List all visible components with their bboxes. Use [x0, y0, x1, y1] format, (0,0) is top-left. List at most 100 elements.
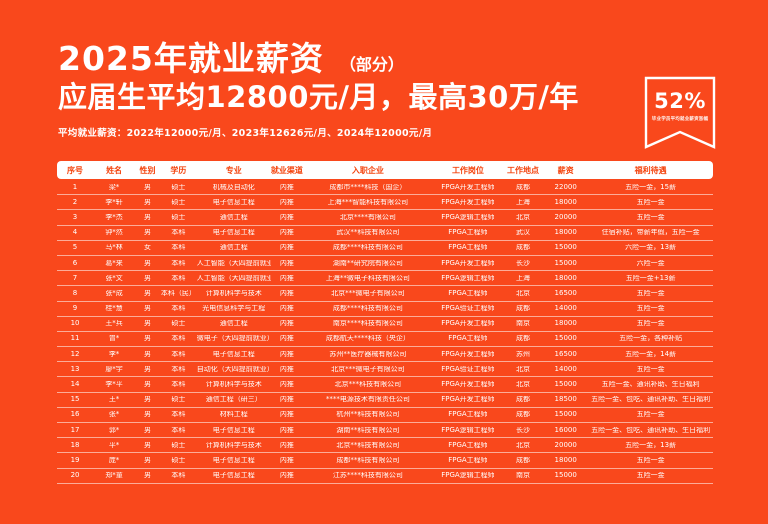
table-cell: 计算机科学与技术 [205, 289, 262, 297]
table-cell: 北京 [516, 289, 531, 297]
table-cell: 南京 [516, 320, 531, 328]
table-cell: 4 [72, 229, 78, 237]
table-cell: 电子信息工程 [212, 350, 255, 358]
table-cell: 本科 [171, 381, 186, 389]
table-cell: 17 [70, 426, 80, 434]
table-cell: 五险一金 [636, 198, 665, 206]
column-header: 工作地点 [507, 165, 540, 175]
table-cell: 本科 [171, 274, 186, 282]
table-cell: 硕士 [171, 213, 186, 221]
table-cell: 15000 [554, 335, 577, 343]
table-row: 18 平* 男 硕士 计算机科学与技术 内推 北京**科技有限公司 FPGA工程师 北京 2000… [57, 438, 713, 454]
table-cell: 光电信息科学与工程 [202, 305, 266, 313]
table-cell: FPGA工程师 [448, 335, 488, 343]
table-cell: 成都 [516, 411, 531, 419]
table-cell: 硕士 [171, 441, 186, 449]
table-cell: 内推 [279, 396, 294, 404]
table-cell: FPGA逻辑工程师 [441, 274, 495, 282]
table-cell: 苏州**医疗器械有限公司 [329, 350, 407, 358]
table-cell: 微电子（大四提前就业） [196, 335, 271, 343]
table-cell: 成都 [516, 456, 531, 464]
table-cell: 15000 [554, 244, 577, 252]
table-cell: 计算机科学与技术 [205, 381, 262, 389]
table-cell: 15000 [554, 411, 577, 419]
table-cell: 江苏****科技有限公司 [332, 472, 403, 480]
table-row: 3 李*杰 男 硕士 通信工程 内推 北京****有限公司 FPGA逻辑工程师 北京 20000 五… [57, 210, 713, 226]
poster-header: 2025年就业薪资 （部分） 应届生平均12800元/月，最高30万/年 平均就… [58, 41, 579, 138]
table-cell: FPGA工程师 [448, 289, 488, 297]
table-cell: 20 [70, 472, 80, 480]
table-cell: 张*文 [105, 274, 123, 282]
table-cell: 五险一金 [636, 365, 665, 373]
table-cell: 本科 [171, 365, 186, 373]
table-cell: 男 [144, 472, 151, 480]
table-cell: 李* [108, 350, 120, 358]
column-header: 薪资 [557, 165, 574, 175]
table-cell: 13 [70, 365, 80, 373]
salary-table: 序号 姓名 性别 学历 专业 就业渠道 入职企业 工作岗位 工作地点 薪资 福利待遇 1 梁* 男硕士机… [57, 161, 713, 484]
column-header: 学历 [170, 165, 187, 175]
table-row: 10 王*兵 男 硕士 通信工程 内推 南京****科技有限公司 FPGA开发工程师 南京 180… [57, 317, 713, 332]
table-cell: 电子信息工程 [212, 456, 255, 464]
table-cell: 五险一金 [636, 213, 665, 221]
table-cell: 15000 [554, 381, 577, 389]
table-cell: 18500 [554, 396, 577, 404]
table-cell: 硕士 [171, 198, 186, 206]
table-cell: 内推 [279, 456, 294, 464]
table-cell: 苏州 [516, 350, 531, 358]
table-cell: 北京***科技有限公司 [334, 381, 402, 389]
table-cell: 内推 [279, 381, 294, 389]
table-cell: 武汉 [516, 229, 531, 237]
table-row: 7 张*文 男 本科 人工智能（大四提前就业） 内推 上海**微电子科技有限公司 FPGA逻辑… [57, 271, 713, 287]
table-cell: 15000 [554, 472, 577, 480]
table-cell: 武汉**科技有限公司 [336, 229, 400, 237]
percentage-ribbon-badge: 52% 毕业学员平均就业薪资涨幅 [644, 76, 716, 150]
table-cell: 五险一金 [636, 289, 665, 297]
table-cell: 六险一金，13薪 [625, 244, 677, 252]
table-cell: 22000 [554, 183, 577, 191]
table-row: 11 曾* 男 本科 微电子（大四提前就业） 内推 成都航天****科技（央企） FPGA工程… [57, 332, 713, 348]
table-cell: 五险一金 [636, 456, 665, 464]
table-cell: 男 [144, 274, 151, 282]
table-cell: FPGA逻辑工程师 [441, 213, 495, 221]
table-cell: 男 [144, 381, 151, 389]
table-cell: 男 [144, 456, 151, 464]
table-cell: 马*林 [105, 244, 123, 252]
table-cell: 王*兵 [105, 320, 123, 328]
table-cell: 张* [108, 411, 120, 419]
table-cell: 男 [144, 350, 151, 358]
table-cell: 内推 [279, 426, 294, 434]
table-cell: FPGA开发工程师 [441, 381, 495, 389]
table-cell: FPGA工程师 [448, 411, 488, 419]
table-cell: 本科 [171, 411, 186, 419]
table-cell: 成都**科技有限公司 [336, 456, 400, 464]
table-cell: 内推 [279, 289, 294, 297]
table-cell: 男 [144, 396, 151, 404]
table-cell: FPGA开发工程师 [441, 183, 495, 191]
table-cell: ****电源技术有限责任公司 [325, 396, 410, 404]
table-cell: 长沙 [516, 259, 531, 267]
table-cell: 男 [144, 441, 151, 449]
table-cell: 内推 [279, 350, 294, 358]
table-cell: 14000 [554, 305, 577, 313]
table-cell: FPGA工程师 [448, 456, 488, 464]
table-cell: 内推 [279, 274, 294, 282]
table-cell: 内推 [279, 441, 294, 449]
table-cell: 郭* [108, 426, 120, 434]
column-header: 序号 [67, 165, 84, 175]
table-cell: 内推 [279, 198, 294, 206]
table-cell: 五险一金，14薪 [625, 350, 677, 358]
table-cell: 葛*来 [105, 259, 123, 267]
table-cell: FPGA验证工程师 [441, 305, 495, 313]
column-header: 就业渠道 [270, 165, 303, 175]
table-cell: FPGA开发工程师 [441, 350, 495, 358]
table-cell: 8 [72, 289, 78, 297]
table-cell: 男 [144, 198, 151, 206]
table-cell: 1 [72, 183, 78, 191]
table-cell: 内推 [279, 229, 294, 237]
table-cell: FPGA工程师 [448, 441, 488, 449]
table-cell: 16000 [554, 426, 577, 434]
table-cell: 成都航天****科技（央企） [325, 335, 410, 343]
table-cell: 上海 [516, 274, 531, 282]
table-cell: 男 [144, 183, 151, 191]
